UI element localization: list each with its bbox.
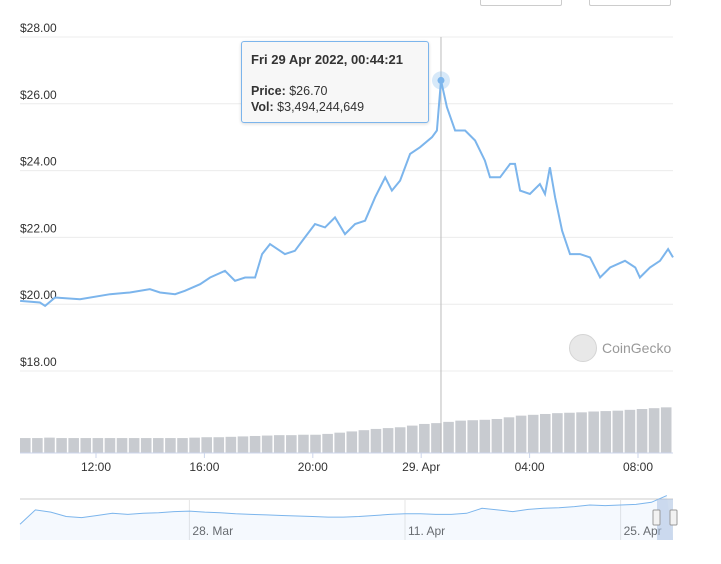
volume-bar [552,413,563,453]
volume-bar [455,420,466,453]
y-tick-label: $20.00 [20,288,57,302]
volume-bar [189,437,200,453]
volume-bar [334,432,345,453]
x-tick-label: 16:00 [189,460,219,474]
volume-bar [443,421,454,453]
x-tick-label: 20:00 [298,460,328,474]
volume-bar [600,411,612,453]
price-line [20,80,674,308]
volume-bar [539,413,551,453]
volume-bar [624,409,636,453]
volume-bar [286,435,297,453]
volume-bar [213,437,225,453]
volume-bar [92,438,104,453]
volume-bar [56,438,67,453]
hover-point [437,76,445,84]
volume-bar [177,438,188,453]
volume-bar [298,434,309,453]
volume-bar [68,438,79,453]
volume-bar [322,433,333,453]
volume-bar [648,408,660,453]
volume-bar [467,420,479,453]
volume-bar [515,415,527,453]
volume-bar [370,428,382,453]
watermark-text: CoinGecko [602,340,672,356]
volume-bar [564,412,575,453]
volume-bar [419,423,430,453]
volume-bar [20,438,31,453]
navigator-area [20,495,673,540]
volume-bar [153,438,164,453]
volume-bar [394,427,406,453]
tooltip-date: Fri 29 Apr 2022, 00:44:21 [251,52,403,67]
volume-bar [406,425,418,453]
y-tick-label: $22.00 [20,221,57,235]
volume-bar [576,412,587,453]
volume-bar [44,437,55,453]
volume-bar [128,438,140,453]
volume-bar [140,438,152,453]
volume-bar [358,430,370,453]
y-tick-label: $18.00 [20,355,57,369]
tooltip-volume: Vol: $3,494,244,649 [251,100,365,114]
volume-bar [491,418,503,453]
navigator-handle-right[interactable] [669,509,678,526]
x-tick-label: 29. Apr [402,460,440,474]
volume-bar [201,437,212,453]
navigator-line [19,495,667,525]
volume-bar [346,431,358,453]
volume-bar [636,409,648,453]
volume-bar [104,438,116,453]
volume-bar [116,438,128,453]
y-tick-label: $28.00 [20,21,57,35]
navigator-handle-left[interactable] [652,509,661,526]
volume-bar [382,428,394,453]
volume-bar [612,410,624,453]
volume-bar [32,438,43,453]
y-tick-label: $26.00 [20,88,57,102]
range-button[interactable] [480,0,562,6]
volume-bar [273,435,285,453]
tooltip-price: Price: $26.70 [251,84,328,98]
volume-bar [660,407,672,453]
volume-bar [249,435,261,453]
x-tick-label: 12:00 [81,460,111,474]
volume-bar [503,417,515,453]
volume-bar [431,423,442,453]
volume-bar [527,414,539,453]
gecko-logo-icon [569,334,597,362]
volume-bar [479,419,491,453]
volume-bar [165,438,176,453]
navigator-label: 11. Apr [408,524,445,538]
navigator-label: 25. Apr [624,524,662,538]
volume-bar [588,411,599,453]
volume-bar [310,434,321,453]
range-button[interactable] [589,0,671,6]
navigator-label: 28. Mar [192,524,233,538]
navigator-selection [657,499,673,540]
x-tick-label: 04:00 [515,460,545,474]
volume-bar [261,435,273,453]
tooltip: Fri 29 Apr 2022, 00:44:21 Price: $26.70 … [241,41,429,123]
y-tick-label: $24.00 [20,155,57,169]
coingecko-watermark: CoinGecko [569,334,671,362]
volume-bar [80,438,92,453]
volume-bar [237,436,249,453]
x-tick-label: 08:00 [623,460,653,474]
volume-bar [225,436,237,453]
